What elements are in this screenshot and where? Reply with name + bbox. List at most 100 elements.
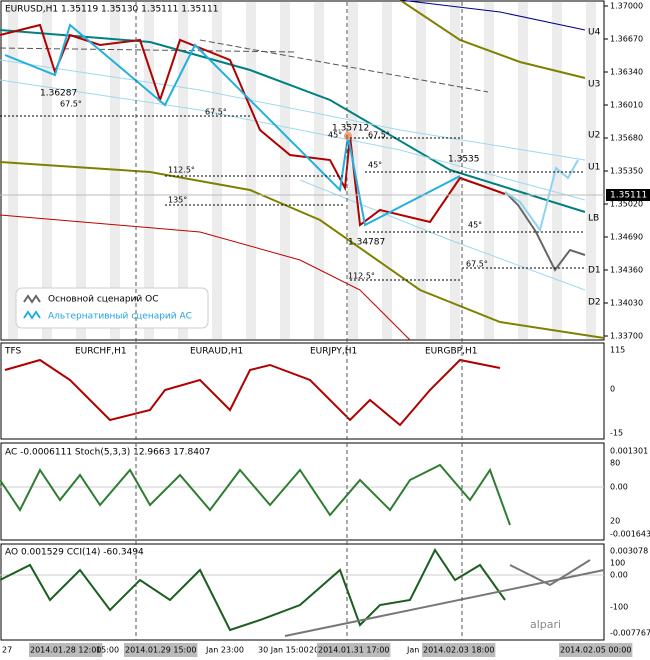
- price-label: 1.35020: [610, 200, 643, 209]
- time-label: 30 Jan 15:00: [258, 646, 309, 655]
- level-label: U1: [588, 163, 600, 173]
- ma-blue: [399, 0, 586, 31]
- legend-icon: [23, 310, 41, 320]
- axis-label: -0.007767: [610, 629, 650, 638]
- price-label: 1.34030: [610, 299, 643, 308]
- annotation: 112.5°: [168, 166, 195, 175]
- axis-label: 0.00: [610, 483, 628, 492]
- main-header: EURUSD,H1 1.35119 1.35130 1.35111 1.3511…: [5, 5, 218, 15]
- level-label: U3: [588, 80, 600, 90]
- price-label: 1.33700: [610, 332, 643, 341]
- annotation: 67.5°: [60, 100, 82, 109]
- stripe: [144, 2, 154, 339]
- pair-label: EURAUD,H1: [190, 347, 243, 357]
- stripe: [416, 2, 426, 339]
- time-label: Jan 23:00: [205, 646, 244, 655]
- price-label: 1.35680: [610, 134, 643, 143]
- ma-olive-top: [399, 0, 586, 79]
- axis-label: -15: [610, 429, 623, 438]
- ao-title: AO 0.001529 CCI(14) -60.3494: [5, 548, 144, 558]
- stripe: [484, 2, 494, 339]
- stripe: [178, 2, 188, 339]
- ac-frame: [0, 442, 605, 541]
- annotation: 67.5°: [205, 108, 227, 117]
- level-label: D2: [588, 298, 601, 308]
- price-label: 1.34690: [610, 233, 643, 242]
- annotation: 135°: [168, 196, 187, 205]
- annotation: 45°: [328, 131, 342, 140]
- price-label: 1.36010: [610, 101, 643, 110]
- logo: alpari: [530, 618, 561, 631]
- stripe: [212, 2, 222, 339]
- pair-label: EURGBP,H1: [425, 347, 477, 357]
- scenario-main: [504, 191, 586, 272]
- stripe: [246, 2, 256, 339]
- stoch: [0, 463, 511, 526]
- axis-label: 0.00: [610, 571, 628, 580]
- level-label: U2: [588, 131, 600, 141]
- axis-label: 80: [610, 459, 620, 468]
- annotation: 1.36287: [40, 89, 77, 99]
- tfs-frame: [0, 342, 605, 440]
- legend-item: Альтернативный сценарий АС: [48, 312, 192, 322]
- annotation: 67.5°: [368, 131, 390, 140]
- stripe: [314, 2, 324, 339]
- axis-label: -100: [610, 603, 628, 612]
- price-label: 1.36670: [610, 35, 643, 44]
- legend-icon: [23, 294, 41, 304]
- axis-label: 20: [610, 517, 620, 526]
- pair-label: EURCHF,H1: [75, 347, 127, 357]
- price-label: 1.36340: [610, 68, 643, 77]
- legend-box: [15, 287, 209, 329]
- pair-label: EURJPY,H1: [310, 347, 357, 357]
- stripe: [586, 2, 596, 339]
- stripe: [552, 2, 562, 339]
- time-highlight: [317, 643, 391, 657]
- cci-trend: [284, 569, 605, 637]
- current-price-box: [606, 189, 650, 201]
- level-label: D1: [588, 266, 601, 276]
- time-label: 2014.02.03 18:00: [423, 646, 494, 655]
- time-label: 2014.02.05 00:00: [560, 646, 631, 655]
- level-lines: [0, 115, 585, 281]
- tfs-line: [4, 358, 501, 427]
- scenario-alt: [504, 159, 579, 233]
- ma-olive: [0, 161, 605, 339]
- time-label: 2014.01.31 17:00: [318, 646, 389, 655]
- annotation: 45°: [468, 221, 482, 230]
- trend-line: [199, 39, 489, 93]
- level-label: LB: [588, 214, 599, 224]
- time-label: 15:00: [96, 646, 119, 655]
- time-highlight: [422, 643, 496, 657]
- stripe: [8, 2, 18, 339]
- annotation: 1.35712: [332, 124, 369, 134]
- stripe: [382, 2, 392, 339]
- band: [299, 179, 586, 291]
- cci: [0, 548, 506, 632]
- time-label: 20: [309, 646, 319, 655]
- stripe: [42, 2, 52, 339]
- annotation: 112.5°: [348, 272, 375, 281]
- tfs-title: TFS: [4, 347, 22, 357]
- axis-label: 115: [610, 346, 625, 355]
- axis-label: 0: [610, 385, 615, 394]
- annotation: 67.5°: [466, 260, 488, 269]
- axis-label: 0.003078: [610, 547, 648, 556]
- time-label: 2014.01.29 15:00: [125, 646, 196, 655]
- ma-red: [0, 214, 411, 341]
- stripe: [450, 2, 460, 339]
- band: [0, 59, 586, 161]
- cci-scenario: [509, 559, 591, 587]
- trend-line: [0, 47, 296, 53]
- time-label: 27: [2, 646, 12, 655]
- time-highlight: [29, 643, 103, 657]
- time-highlight: [124, 643, 198, 657]
- time-label: 2014.01.28 12:00: [30, 646, 101, 655]
- price-label: 1.35350: [610, 167, 643, 176]
- legend-item: Основной сценарий ОС: [48, 295, 158, 305]
- time-label: Jan 2: [406, 646, 427, 655]
- axis-label: -0.001643: [610, 530, 650, 539]
- stripe: [280, 2, 290, 339]
- time-highlight: [559, 643, 633, 657]
